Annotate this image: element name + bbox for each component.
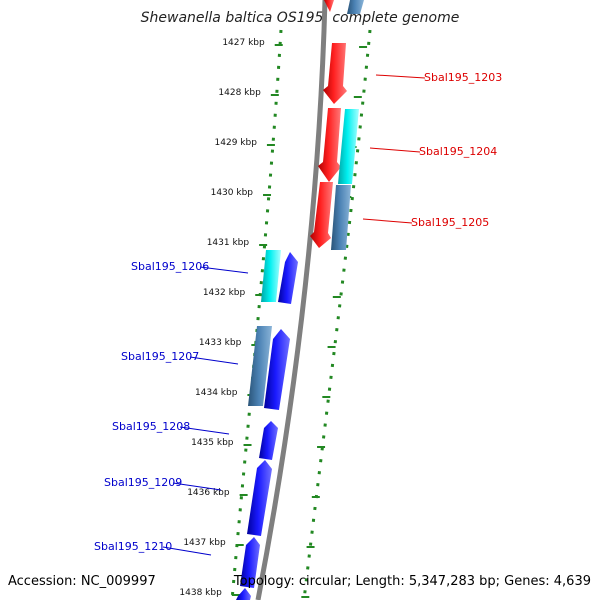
genome-title: Shewanella baltica OS195, complete genom… [140, 10, 460, 26]
gene-label[interactable]: Sbal195_1209 [104, 476, 182, 489]
scale-tick-label: 1433 kbp [199, 338, 242, 348]
forward-genes [310, 0, 364, 250]
scale-tick-label: 1428 kbp [218, 88, 261, 98]
scale-tick-label: 1429 kbp [215, 138, 258, 148]
gene-label[interactable]: Sbal195_1203 [424, 71, 502, 84]
scale-tick-label: 1437 kbp [183, 538, 226, 548]
scale-tick-label: 1436 kbp [187, 488, 230, 498]
scale-tick-label: 1427 kbp [222, 38, 265, 48]
scale-tick-label: 1438 kbp [179, 588, 222, 598]
gene-rna-lower[interactable] [261, 250, 281, 302]
gene-label[interactable]: Sbal195_1205 [411, 216, 489, 229]
gene-sbal195-1208[interactable] [259, 421, 278, 460]
gene-sbal195-1209[interactable] [247, 460, 272, 536]
scale-tick-label: 1432 kbp [203, 288, 246, 298]
gene-label[interactable]: Sbal195_1207 [121, 350, 199, 363]
outer-dotted-ring [302, 29, 372, 600]
genome-summary-text: Topology: circular; Length: 5,347,283 bp… [233, 574, 591, 589]
accession-text: Accession: NC_009997 [8, 574, 156, 589]
gene-label[interactable]: Sbal195_1210 [94, 540, 172, 553]
gene-sbal195-1205[interactable] [310, 182, 333, 248]
gene-sbal195-1203[interactable] [323, 43, 347, 104]
gene-labels: Sbal195_1203 Sbal195_1204 Sbal195_1205 S… [94, 71, 502, 553]
gene-rna-upper[interactable] [338, 109, 359, 184]
gene-steel-lower[interactable] [248, 326, 272, 406]
scale-tick-label: 1434 kbp [195, 388, 238, 398]
gene-label[interactable]: Sbal195_1204 [419, 145, 497, 158]
reverse-genes [236, 250, 298, 600]
gene-steel-mid[interactable] [331, 185, 351, 250]
gene-sbal195-1206[interactable] [278, 252, 298, 304]
gene-blue-bottom[interactable] [236, 588, 251, 600]
gene-sbal195-1207[interactable] [264, 329, 290, 410]
gene-steel-top[interactable] [347, 0, 364, 14]
label-leaders [162, 74, 426, 556]
scale-tick-label: 1430 kbp [211, 188, 254, 198]
gene-sbal195-1204[interactable] [318, 108, 341, 182]
gene-label[interactable]: Sbal195_1208 [112, 420, 190, 433]
gene-red-top[interactable] [324, 0, 334, 12]
scale-tick-label: 1435 kbp [191, 438, 234, 448]
gene-sbal195-1210[interactable] [240, 537, 260, 588]
gene-label[interactable]: Sbal195_1206 [131, 260, 209, 273]
genome-backbone [255, 0, 328, 600]
scale-tick-label: 1431 kbp [207, 238, 250, 248]
